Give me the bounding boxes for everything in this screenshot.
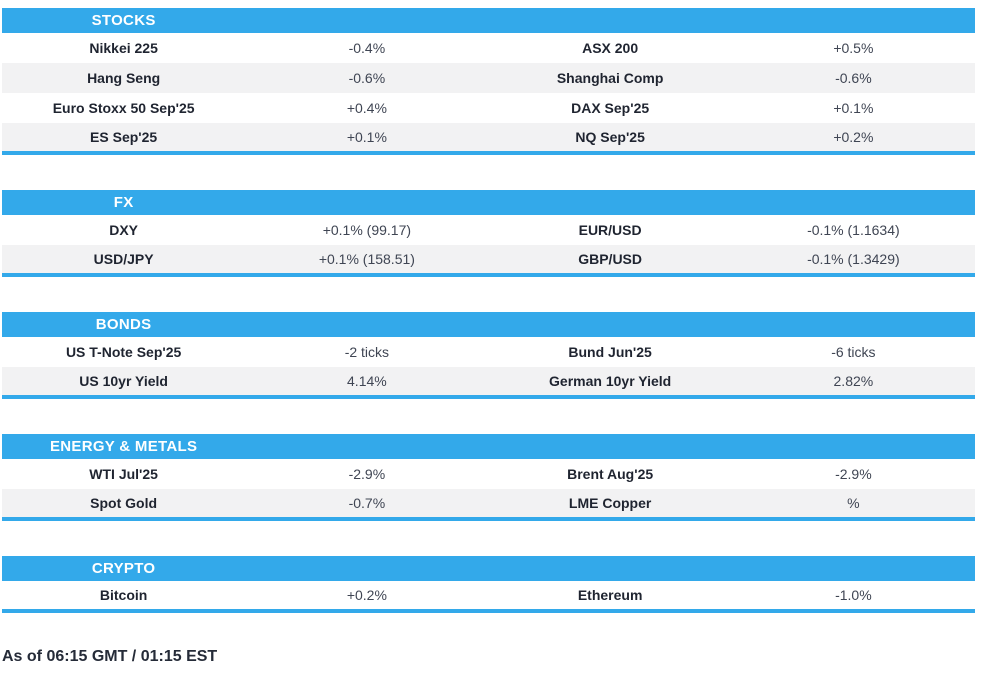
table-row: Euro Stoxx 50 Sep'25 +0.4% DAX Sep'25 +0… [2, 93, 975, 123]
instrument-change-value: -2 ticks [344, 344, 390, 360]
section-header-filler [245, 312, 489, 337]
instrument-change-value: -0.1% (1.3429) [807, 251, 900, 267]
market-section-table: CRYPTO Bitcoin +0.2% Ethereum -1.0% [2, 556, 975, 613]
section-header-bar: ENERGY & METALS [2, 434, 975, 459]
instrument-label: ASX 200 [582, 40, 639, 56]
instrument-change-value: -0.6% [348, 70, 386, 86]
market-section-table: ENERGY & METALS WTI Jul'25 -2.9% Brent A… [2, 434, 975, 521]
instrument-change-value: +0.2% [346, 587, 387, 603]
section-header-bar: BONDS [2, 312, 975, 337]
instrument-label: Brent Aug'25 [567, 466, 654, 482]
table-row: USD/JPY +0.1% (158.51) GBP/USD -0.1% (1.… [2, 245, 975, 275]
instrument-change-value: +0.1% [833, 100, 874, 116]
instrument-change-value: +0.2% [833, 129, 874, 145]
section-header-filler [488, 434, 732, 459]
instrument-label: US 10yr Yield [79, 373, 168, 389]
table-row: DXY +0.1% (99.17) EUR/USD -0.1% (1.1634) [2, 215, 975, 245]
instrument-label: Spot Gold [90, 495, 158, 511]
instrument-label: Euro Stoxx 50 Sep'25 [52, 100, 195, 116]
market-summary-board: STOCKS Nikkei 225 -0.4% ASX 200 +0.5% Ha… [2, 8, 975, 613]
instrument-change-value: -0.1% (1.1634) [807, 222, 900, 238]
instrument-label: Shanghai Comp [556, 70, 664, 86]
section-header-filler [488, 312, 732, 337]
section-title: ENERGY & METALS [2, 434, 246, 459]
section-header-filler [245, 190, 489, 215]
table-row: Nikkei 225 -0.4% ASX 200 +0.5% [2, 33, 975, 63]
section-header-bar: CRYPTO [2, 556, 975, 581]
instrument-change-value: +0.1% (99.17) [322, 222, 412, 238]
section-title: STOCKS [2, 8, 246, 33]
table-row: US T-Note Sep'25 -2 ticks Bund Jun'25 -6… [2, 337, 975, 367]
instrument-change-value: -2.9% [835, 466, 872, 482]
instrument-change-value: +0.1% [346, 129, 387, 145]
table-row: Bitcoin +0.2% Ethereum -1.0% [2, 581, 975, 611]
instrument-label: Ethereum [577, 587, 643, 603]
market-section-table: STOCKS Nikkei 225 -0.4% ASX 200 +0.5% Ha… [2, 8, 975, 155]
instrument-label: Hang Seng [87, 70, 161, 86]
section-header-filler [245, 434, 489, 459]
instrument-change-value: -0.4% [348, 40, 386, 56]
instrument-label: ES Sep'25 [90, 129, 158, 145]
instrument-label: LME Copper [568, 495, 652, 511]
instrument-change-value: 4.14% [347, 373, 387, 389]
as-of-timestamp: As of 06:15 GMT / 01:15 EST [2, 648, 218, 665]
instrument-change-value: -0.6% [835, 70, 872, 86]
instrument-change-value: -0.7% [348, 495, 386, 511]
instrument-label: Bitcoin [99, 587, 148, 603]
instrument-label: DAX Sep'25 [571, 100, 650, 116]
table-row: US 10yr Yield 4.14% German 10yr Yield 2.… [2, 367, 975, 397]
table-row: ES Sep'25 +0.1% NQ Sep'25 +0.2% [2, 123, 975, 153]
section-title: CRYPTO [2, 556, 246, 581]
table-row: WTI Jul'25 -2.9% Brent Aug'25 -2.9% [2, 459, 975, 489]
instrument-change-value: +0.5% [833, 40, 874, 56]
table-row: Spot Gold -0.7% LME Copper % [2, 489, 975, 519]
instrument-label: Nikkei 225 [89, 40, 158, 56]
instrument-label: EUR/USD [578, 222, 642, 238]
section-header-filler [488, 8, 732, 33]
section-header-filler [488, 556, 732, 581]
section-header-bar: STOCKS [2, 8, 975, 33]
section-header-filler [731, 8, 975, 33]
instrument-label: GBP/USD [578, 251, 643, 267]
section-title: BONDS [2, 312, 246, 337]
instrument-change-value: -1.0% [835, 587, 872, 603]
instrument-label: German 10yr Yield [549, 373, 672, 389]
instrument-change-value: +0.1% (158.51) [318, 251, 415, 267]
instrument-label: DXY [109, 222, 139, 238]
section-header-filler [731, 312, 975, 337]
instrument-change-value: % [847, 495, 860, 511]
section-header-filler [731, 434, 975, 459]
table-row: Hang Seng -0.6% Shanghai Comp -0.6% [2, 63, 975, 93]
market-section-table: FX DXY +0.1% (99.17) EUR/USD -0.1% (1.16… [2, 190, 975, 277]
section-header-bar: FX [2, 190, 975, 215]
section-header-filler [731, 190, 975, 215]
section-header-filler [245, 8, 489, 33]
instrument-change-value: -2.9% [348, 466, 386, 482]
instrument-label: US T-Note Sep'25 [65, 344, 182, 360]
section-header-filler [245, 556, 489, 581]
instrument-label: WTI Jul'25 [89, 466, 158, 482]
instrument-change-value: +0.4% [346, 100, 387, 116]
section-header-filler [731, 556, 975, 581]
instrument-label: NQ Sep'25 [575, 129, 645, 145]
section-title: FX [2, 190, 246, 215]
instrument-label: Bund Jun'25 [568, 344, 652, 360]
instrument-label: USD/JPY [93, 251, 154, 267]
instrument-change-value: 2.82% [833, 373, 874, 389]
section-header-filler [488, 190, 732, 215]
market-section-table: BONDS US T-Note Sep'25 -2 ticks Bund Jun… [2, 312, 975, 399]
instrument-change-value: -6 ticks [831, 344, 876, 360]
